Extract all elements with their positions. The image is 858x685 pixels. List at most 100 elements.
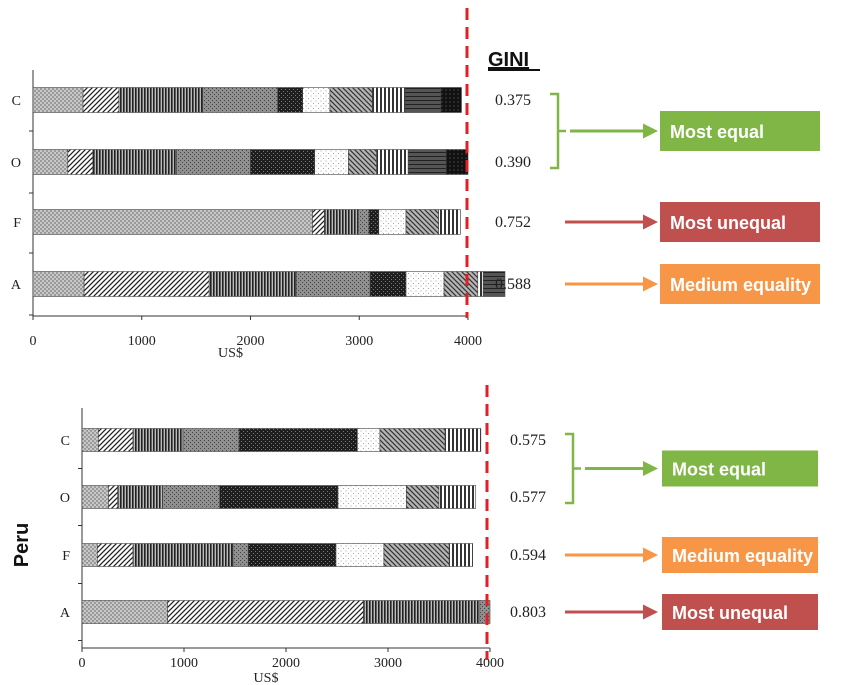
bar-segment: [118, 87, 203, 113]
bar-segment: [405, 271, 445, 297]
bar-segment: [363, 600, 481, 624]
bar-segment: [406, 485, 440, 509]
bar-segment: [32, 271, 85, 297]
x-tick-label: 1000: [170, 656, 198, 671]
category-label: A: [11, 278, 22, 293]
bar-segment: [162, 485, 221, 509]
x-tick-label: 4000: [454, 334, 482, 349]
gini-value: 0.577: [510, 489, 546, 506]
bar-segment: [167, 600, 364, 624]
bar-segment: [81, 428, 99, 452]
group-label: Medium equality: [670, 275, 811, 295]
bar-segment: [117, 485, 163, 509]
bar-segment: [314, 149, 349, 175]
bar-segment: [378, 209, 407, 235]
panel-peru: 0 1000 2000 3000 4000 US$ C 0.575 O 0.577 F 0.594 A 0…: [11, 385, 818, 685]
bar-segment: [368, 209, 380, 235]
bar-segment: [443, 271, 479, 297]
group-label-box: [662, 594, 818, 630]
bar-segment: [108, 485, 118, 509]
bar-segment: [329, 87, 373, 113]
gini-value: 0.575: [510, 432, 546, 449]
bar-segment: [32, 87, 84, 113]
bar-segment: [348, 149, 377, 175]
x-tick-label: 2000: [272, 656, 300, 671]
bar-segment: [383, 543, 450, 567]
bar-segment: [97, 543, 134, 567]
bar-segment: [438, 485, 477, 509]
bar-segment: [369, 271, 407, 297]
group-label-box: [660, 111, 820, 151]
bar-segment: [445, 149, 469, 175]
bar-segment: [176, 149, 251, 175]
bar-segment: [247, 543, 337, 567]
bar-segment: [81, 600, 168, 624]
group-label: Most unequal: [672, 603, 788, 623]
group-label: Most unequal: [670, 213, 786, 233]
x-tick-label: 1000: [128, 334, 156, 349]
bar-segment: [357, 428, 381, 452]
bar-segment: [250, 149, 315, 175]
category-label: F: [13, 216, 21, 231]
bar-segment: [32, 209, 313, 235]
bar-segment: [208, 271, 297, 297]
bar-segment: [448, 543, 473, 567]
gini-value: 0.803: [510, 604, 546, 621]
group-label: Medium equality: [672, 546, 813, 566]
category-label: C: [61, 434, 70, 449]
group-bracket: [565, 432, 581, 505]
bar-segment: [92, 149, 177, 175]
bar-segment: [132, 428, 184, 452]
bar-segment: [67, 149, 94, 175]
bar-segment: [82, 87, 120, 113]
bar-segment: [312, 209, 325, 235]
bar-segment: [444, 428, 482, 452]
gini-value: 0.375: [495, 92, 531, 109]
category-label: A: [60, 606, 71, 621]
gini-header: GINI: [488, 49, 529, 71]
group-bracket: [550, 92, 566, 170]
bar-segment: [482, 271, 506, 297]
group-label: Most equal: [670, 122, 764, 142]
bar-segment: [219, 485, 339, 509]
group-label-box: [660, 202, 820, 242]
bar-segment: [232, 543, 249, 567]
x-axis-label: US$: [218, 346, 243, 361]
bar-segment: [81, 485, 109, 509]
bar-segment: [477, 271, 484, 297]
bar-segment: [98, 428, 134, 452]
x-tick-label: 4000: [476, 656, 504, 671]
gini-value: 0.588: [495, 276, 531, 293]
bar-segment: [32, 149, 69, 175]
bar-segment: [182, 428, 240, 452]
bar-segment: [357, 209, 370, 235]
group-label-box: [662, 537, 818, 573]
bar-segment: [277, 87, 304, 113]
category-label: C: [12, 94, 21, 109]
x-tick-label: 2000: [237, 334, 265, 349]
bar-segment: [337, 485, 407, 509]
category-label: O: [60, 491, 70, 506]
bar-segment: [83, 271, 210, 297]
bar-segment: [81, 543, 98, 567]
panel-side-label: Peru: [11, 523, 33, 567]
gini-value: 0.594: [510, 547, 546, 564]
bar-segment: [202, 87, 278, 113]
bar-segment: [438, 209, 461, 235]
gini-value: 0.752: [495, 214, 531, 231]
bar-segment: [407, 149, 447, 175]
x-tick-label: 3000: [374, 656, 402, 671]
x-tick-label: 0: [79, 656, 86, 671]
bar-segment: [376, 149, 409, 175]
bar-segment: [379, 428, 446, 452]
bar-segment: [404, 87, 442, 113]
group-label-box: [660, 264, 820, 304]
bar-segment: [132, 543, 234, 567]
bar-segment: [405, 209, 439, 235]
panel-top: 0 1000 2000 3000 4000 US$ C 0.375 O 0.390 F 0.752 A 0…: [11, 8, 820, 361]
category-label: F: [62, 549, 70, 564]
bar-segment: [238, 428, 358, 452]
group-label-box: [662, 450, 818, 487]
x-tick-label: 3000: [345, 334, 373, 349]
